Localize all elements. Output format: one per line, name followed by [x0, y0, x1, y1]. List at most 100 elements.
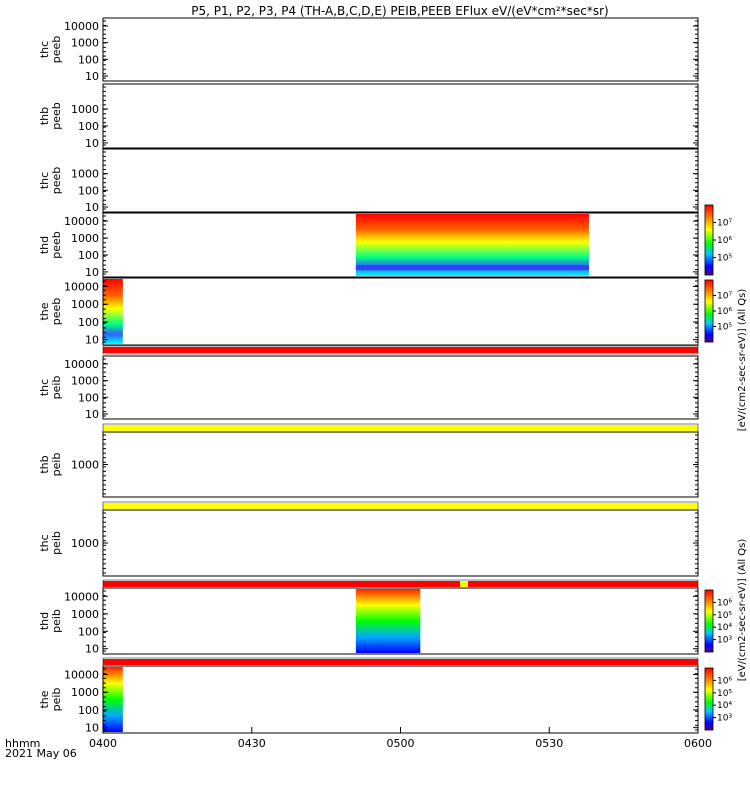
- panel-probe-label: thb: [38, 455, 51, 473]
- panel-probe-label: thd: [38, 236, 51, 254]
- panel-product-label: peeb: [50, 36, 63, 64]
- panel-frame: [102, 355, 699, 420]
- y-tick-label: 10000: [64, 358, 99, 371]
- panel-probe-label: thc: [38, 379, 51, 396]
- y-tick-label: 100: [78, 249, 99, 262]
- x-label-line1: hhmm: [5, 737, 40, 750]
- panel-product-label: peeb: [50, 231, 63, 259]
- colorbar-tick-label: 10⁵: [717, 611, 732, 621]
- separator-bar-red: [103, 581, 698, 587]
- y-tick-label: 10000: [64, 215, 99, 228]
- colorbar-tick-label: 10⁶: [717, 676, 732, 686]
- colorbar-the-peib: 10³ 10⁴ 10⁵ 10⁶: [704, 667, 732, 731]
- y-tick-label: 100: [78, 53, 99, 66]
- colorbar-label-ion: [eV/(cm2-sec-sr-eV)] (All Qs): [737, 539, 748, 682]
- separator-bar-frame: [102, 579, 699, 589]
- y-tick-label: 10: [85, 408, 99, 421]
- spectrogram-band: [355, 265, 589, 271]
- colorbar-tick-label: 10⁴: [717, 701, 732, 711]
- panel-frame: [102, 277, 699, 346]
- y-tick-label: 1000: [71, 537, 99, 550]
- colorbar-tick-label: 10⁷: [717, 219, 732, 229]
- y-tick-label: 10000: [64, 20, 99, 33]
- panel-probe-label: the: [38, 302, 51, 320]
- panel-product-label: peib: [50, 531, 63, 555]
- y-tick-label: 10: [85, 643, 99, 656]
- colorbar-tick-label: 10³: [717, 636, 732, 646]
- panel-thc-peeb: 10 100 1000 thc peeb: [38, 148, 699, 214]
- panel-the-peib: 10 100 1000 10000 the peib: [38, 665, 699, 735]
- y-tick-label: 100: [78, 391, 99, 404]
- y-tick-label: 100: [78, 316, 99, 329]
- panel-product-label: peib: [50, 453, 63, 477]
- panel-probe-label: thb: [38, 107, 51, 125]
- colorbar-tick-label: 10⁵: [717, 689, 732, 699]
- x-tick-label: 0430: [238, 737, 266, 750]
- panel-probe-label: thc: [38, 534, 51, 551]
- chart-title: P5, P1, P2, P3, P4 (TH-A,B,C,D,E) PEIB,P…: [191, 4, 608, 18]
- separator-bar-frame: [102, 345, 699, 355]
- spectrogram-data: [355, 589, 421, 653]
- colorbar-label-electron: [eV/(cm2-sec-sr-eV)] (All Qs): [737, 289, 748, 432]
- y-tick-label: 1000: [71, 37, 99, 50]
- colorbar-scale: [704, 204, 714, 276]
- colorbar-tick-label: 10⁵: [717, 323, 732, 333]
- colorbar-tick-label: 10⁶: [717, 307, 732, 317]
- spectrogram-data: [103, 279, 123, 344]
- y-tick-label: 10: [85, 722, 99, 735]
- colorbars: 10⁵10⁶10⁷10⁵10⁶10⁷10³10⁴10⁵10⁶10³10⁴10⁵1…: [704, 204, 732, 731]
- separator-bar-frame: [102, 501, 699, 511]
- panel-frame: [102, 509, 699, 577]
- y-tick-label: 1000: [71, 232, 99, 245]
- panel-frame: [102, 83, 699, 149]
- colorbar-scale: [704, 279, 714, 343]
- colorbar-thd-peeb: 10⁵ 10⁶ 10⁷: [704, 204, 732, 276]
- separator-bar-red: [103, 347, 698, 353]
- y-tick-label: 10: [85, 334, 99, 347]
- panel-thc-peib: 1000 thc peib: [38, 509, 699, 577]
- y-tick-label: 10000: [64, 668, 99, 681]
- y-tick-label: 100: [78, 704, 99, 717]
- x-label-line2: 2021 May 06: [5, 747, 77, 760]
- colorbar-scale: [704, 589, 714, 653]
- panel-frame: [102, 212, 699, 278]
- y-tick-label: 1000: [71, 459, 99, 472]
- panel-thd-peib: 10 100 1000 10000 thd peib: [38, 587, 699, 656]
- separator-bars: [102, 345, 699, 667]
- panel-product-label: peib: [50, 609, 63, 633]
- colorbar-tick-label: 10⁵: [717, 254, 732, 264]
- x-tick-label: 0600: [684, 737, 712, 750]
- y-tick-label: 10000: [64, 280, 99, 293]
- separator-bar-yellow: [103, 503, 698, 509]
- panel-product-label: peib: [50, 376, 63, 400]
- separator-bar-notch: [460, 581, 468, 587]
- colorbar-tick-label: 10⁶: [717, 236, 732, 246]
- y-tick-label: 10: [85, 137, 99, 150]
- separator-bar-frame: [102, 423, 699, 433]
- separator-bar-red: [103, 659, 698, 665]
- colorbar-tick-label: 10⁷: [717, 292, 732, 302]
- panel-thb-peib: 1000 thb peib: [38, 431, 699, 498]
- y-tick-label: 100: [78, 625, 99, 638]
- separator-bar-frame: [102, 657, 699, 667]
- colorbar-thd-peib: 10³ 10⁴ 10⁵ 10⁶: [704, 589, 732, 653]
- x-tick-label: 0530: [535, 737, 563, 750]
- y-tick-label: 100: [78, 184, 99, 197]
- y-tick-label: 100: [78, 120, 99, 133]
- panel-frame: [102, 665, 699, 734]
- colorbar-tick-label: 10⁶: [717, 598, 732, 608]
- panel-product-label: peeb: [50, 102, 63, 130]
- panel-thc-peib: 10 100 1000 10000 thc peib: [38, 355, 699, 421]
- y-tick-label: 1000: [71, 375, 99, 388]
- panel-product-label: peeb: [50, 167, 63, 195]
- panel-probe-label: thc: [38, 41, 51, 58]
- colorbar-tick-label: 10³: [717, 714, 732, 724]
- panel-frame: [102, 148, 699, 213]
- panel-frame: [102, 431, 699, 498]
- y-tick-label: 10: [85, 201, 99, 214]
- y-tick-label: 1000: [71, 168, 99, 181]
- panel-frame: [102, 17, 699, 82]
- y-tick-label: 1000: [71, 608, 99, 621]
- panel-thd-peeb: 10 100 1000 10000 thd peeb: [38, 212, 699, 279]
